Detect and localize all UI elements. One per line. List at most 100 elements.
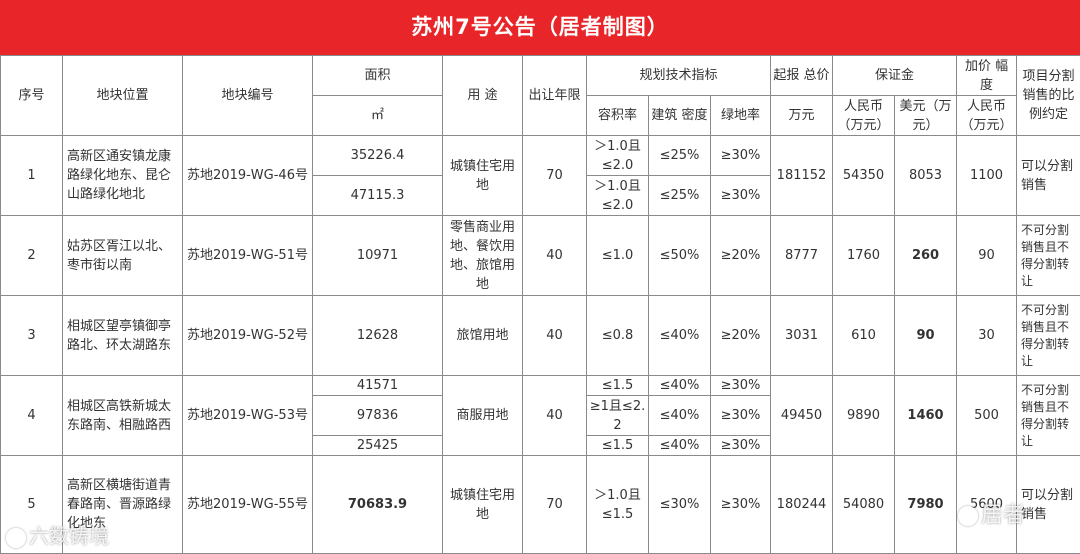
cell-divisible: 可以分割销售 — [1017, 136, 1080, 216]
cell-area: 41571 — [313, 376, 443, 396]
cell-green: ≥30% — [711, 456, 771, 554]
cell-term: 40 — [523, 376, 587, 456]
cell-location: 姑苏区胥江以北、枣市街以南 — [63, 216, 183, 296]
cell-far: ＞1.0且≤2.0 — [587, 136, 649, 176]
cell-deposit-usd: 7980 — [895, 456, 957, 554]
cell-seq: 5 — [1, 456, 63, 554]
cell-far: ≤0.8 — [587, 296, 649, 376]
cell-area: 70683.9 — [313, 456, 443, 554]
cell-start-price: 180244 — [771, 456, 833, 554]
header-planning: 规划技术指标 — [587, 56, 771, 96]
cell-far: ＞1.0且≤1.5 — [587, 456, 649, 554]
cell-location: 相城区望亭镇御亭路北、环太湖路东 — [63, 296, 183, 376]
cell-area: 12628 — [313, 296, 443, 376]
cell-term: 40 — [523, 296, 587, 376]
cell-increment: 90 — [957, 216, 1017, 296]
header-deposit: 保证金 — [833, 56, 957, 96]
cell-usage: 城镇住宅用地 — [443, 456, 523, 554]
cell-density: ≤30% — [649, 456, 711, 554]
cell-term: 40 — [523, 216, 587, 296]
cell-usage: 商服用地 — [443, 376, 523, 456]
cell-plot-no: 苏地2019-WG-53号 — [183, 376, 313, 456]
cell-deposit-rmb: 1760 — [833, 216, 895, 296]
table-row: 2 姑苏区胥江以北、枣市街以南 苏地2019-WG-51号 10971 零售商业… — [1, 216, 1080, 296]
cell-green: ≥20% — [711, 296, 771, 376]
header-usage: 用 途 — [443, 56, 523, 136]
header-far: 容积率 — [587, 96, 649, 136]
cell-density: ≤40% — [649, 396, 711, 436]
cell-increment: 1100 — [957, 136, 1017, 216]
cell-seq: 2 — [1, 216, 63, 296]
cell-green: ≥30% — [711, 436, 771, 456]
cell-usage: 旅馆用地 — [443, 296, 523, 376]
cell-deposit-rmb: 54080 — [833, 456, 895, 554]
header-density: 建筑 密度 — [649, 96, 711, 136]
header-term: 出让年限 — [523, 56, 587, 136]
header-row: 序号 地块位置 地块编号 面积 用 途 出让年限 规划技术指标 起报 总价 保证… — [1, 56, 1080, 96]
cell-deposit-rmb: 9890 — [833, 376, 895, 456]
header-start-price-unit: 万元 — [771, 96, 833, 136]
cell-increment: 500 — [957, 376, 1017, 456]
cell-plot-no: 苏地2019-WG-46号 — [183, 136, 313, 216]
cell-area: 25425 — [313, 436, 443, 456]
cell-deposit-usd: 8053 — [895, 136, 957, 216]
cell-deposit-usd: 1460 — [895, 376, 957, 456]
land-auction-table: 序号 地块位置 地块编号 面积 用 途 出让年限 规划技术指标 起报 总价 保证… — [0, 55, 1080, 554]
cell-location: 相城区高铁新城太东路南、相融路西 — [63, 376, 183, 456]
header-plot-no: 地块编号 — [183, 56, 313, 136]
cell-start-price: 181152 — [771, 136, 833, 216]
cell-area: 47115.3 — [313, 176, 443, 216]
cell-divisible: 可以分割销售 — [1017, 456, 1080, 554]
cell-green: ≥20% — [711, 216, 771, 296]
cell-area: 97836 — [313, 396, 443, 436]
cell-start-price: 49450 — [771, 376, 833, 456]
cell-density: ≤25% — [649, 136, 711, 176]
header-start-price: 起报 总价 — [771, 56, 833, 96]
header-deposit-rmb: 人民币（万元） — [833, 96, 895, 136]
cell-increment: 5600 — [957, 456, 1017, 554]
cell-deposit-usd: 90 — [895, 296, 957, 376]
header-increment-unit: 人民币（万元） — [957, 96, 1017, 136]
cell-green: ≥30% — [711, 376, 771, 396]
cell-divisible: 不可分割销售且不得分割转让 — [1017, 216, 1080, 296]
cell-start-price: 3031 — [771, 296, 833, 376]
table-row: 5 高新区横塘街道青春路南、晋源路绿化地东 苏地2019-WG-55号 7068… — [1, 456, 1080, 554]
cell-usage: 城镇住宅用地 — [443, 136, 523, 216]
header-deposit-usd: 美元（万元） — [895, 96, 957, 136]
cell-far: ≥1且≤2.2 — [587, 396, 649, 436]
cell-usage: 零售商业用地、餐饮用地、旅馆用地 — [443, 216, 523, 296]
table-row: 4 相城区高铁新城太东路南、相融路西 苏地2019-WG-53号 41571 商… — [1, 376, 1080, 396]
cell-density: ≤25% — [649, 176, 711, 216]
cell-divisible: 不可分割销售且不得分割转让 — [1017, 296, 1080, 376]
cell-location: 高新区横塘街道青春路南、晋源路绿化地东 — [63, 456, 183, 554]
cell-seq: 1 — [1, 136, 63, 216]
cell-increment: 30 — [957, 296, 1017, 376]
cell-plot-no: 苏地2019-WG-55号 — [183, 456, 313, 554]
cell-density: ≤40% — [649, 296, 711, 376]
header-area-unit: ㎡ — [313, 96, 443, 136]
cell-green: ≥30% — [711, 176, 771, 216]
cell-green: ≥30% — [711, 136, 771, 176]
header-green: 绿地率 — [711, 96, 771, 136]
cell-plot-no: 苏地2019-WG-51号 — [183, 216, 313, 296]
page-title: 苏州7号公告（居者制图） — [0, 0, 1080, 55]
cell-deposit-rmb: 54350 — [833, 136, 895, 216]
header-area: 面积 — [313, 56, 443, 96]
header-divisible: 项目分割销售的比例约定 — [1017, 56, 1080, 136]
table-row: 3 相城区望亭镇御亭路北、环太湖路东 苏地2019-WG-52号 12628 旅… — [1, 296, 1080, 376]
cell-seq: 4 — [1, 376, 63, 456]
cell-area: 10971 — [313, 216, 443, 296]
cell-seq: 3 — [1, 296, 63, 376]
cell-density: ≤40% — [649, 376, 711, 396]
cell-divisible: 不可分割销售且不得分割转让 — [1017, 376, 1080, 456]
cell-plot-no: 苏地2019-WG-52号 — [183, 296, 313, 376]
cell-density: ≤50% — [649, 216, 711, 296]
cell-far: ＞1.0且≤2.0 — [587, 176, 649, 216]
cell-deposit-usd: 260 — [895, 216, 957, 296]
cell-term: 70 — [523, 456, 587, 554]
cell-far: ≤1.5 — [587, 436, 649, 456]
table-row: 1 高新区通安镇龙康路绿化地东、昆仑山路绿化地北 苏地2019-WG-46号 3… — [1, 136, 1080, 176]
header-seq: 序号 — [1, 56, 63, 136]
cell-location: 高新区通安镇龙康路绿化地东、昆仑山路绿化地北 — [63, 136, 183, 216]
cell-start-price: 8777 — [771, 216, 833, 296]
